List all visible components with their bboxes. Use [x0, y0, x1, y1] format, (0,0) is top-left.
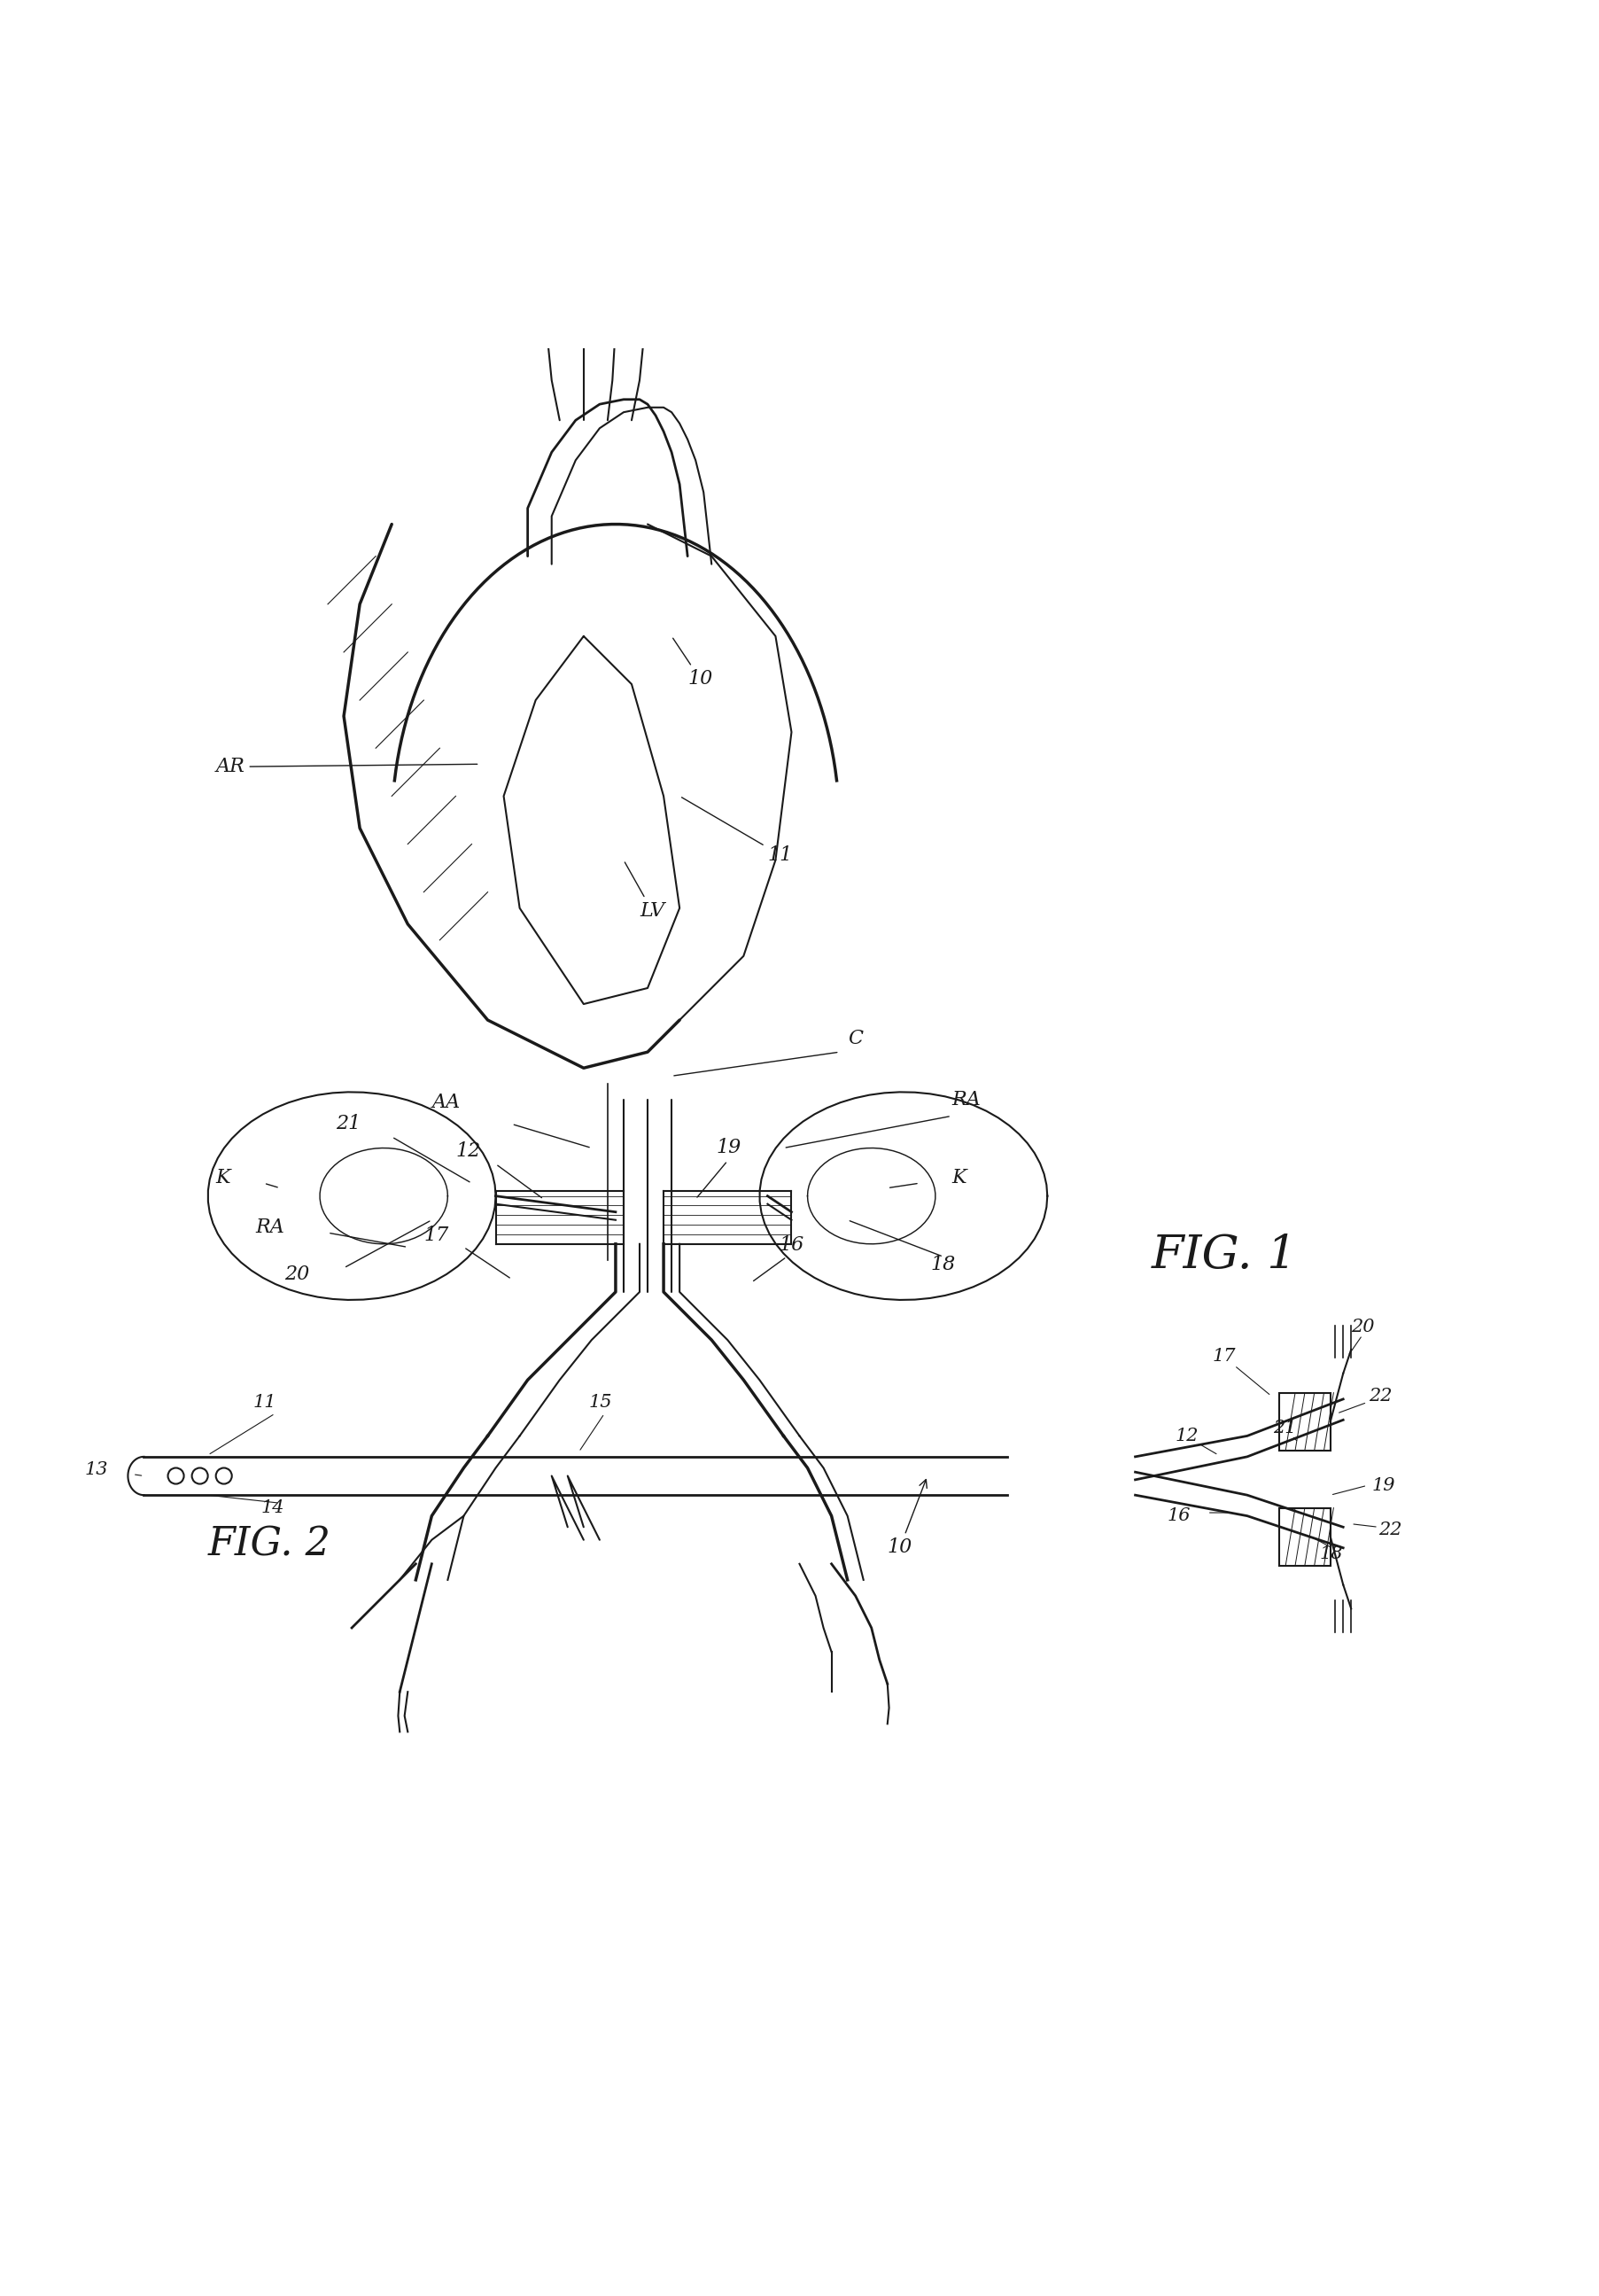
Text: 10: 10 [887, 1479, 927, 1557]
Bar [1279, 1394, 1330, 1451]
Text: 20: 20 [285, 1265, 310, 1283]
Text: 12: 12 [456, 1141, 481, 1159]
Text: 22: 22 [1378, 1522, 1402, 1538]
Text: C: C [847, 1029, 862, 1049]
Text: 13: 13 [85, 1460, 109, 1479]
Text: 11: 11 [681, 797, 793, 866]
Text: 21: 21 [336, 1114, 361, 1134]
Text: 16: 16 [1167, 1508, 1191, 1525]
Text: 10: 10 [673, 638, 713, 689]
Text: 18: 18 [1319, 1545, 1343, 1564]
Text: RA: RA [256, 1217, 285, 1238]
Text: K: K [216, 1169, 230, 1187]
Bar [1279, 1508, 1330, 1566]
Text: FIG. 1: FIG. 1 [1151, 1233, 1297, 1277]
Text: 12: 12 [1175, 1428, 1199, 1444]
Text: 16: 16 [779, 1235, 804, 1256]
Text: 14: 14 [261, 1499, 285, 1515]
Text: 15: 15 [588, 1394, 612, 1410]
Text: 19: 19 [716, 1139, 742, 1157]
Text: LV: LV [625, 863, 665, 921]
Text: AR: AR [216, 758, 477, 776]
Text: FIG. 2: FIG. 2 [208, 1525, 331, 1564]
Text: AA: AA [432, 1093, 461, 1114]
Text: 21: 21 [1273, 1419, 1297, 1437]
Text: 19: 19 [1372, 1476, 1396, 1495]
Text: 11: 11 [253, 1394, 277, 1410]
Text: 22: 22 [1369, 1387, 1393, 1405]
Text: 20: 20 [1351, 1318, 1375, 1336]
Text: 17: 17 [424, 1226, 449, 1244]
Text: RA: RA [951, 1091, 980, 1109]
Text: 17: 17 [1212, 1348, 1236, 1364]
Text: K: K [951, 1169, 966, 1187]
Text: 18: 18 [931, 1254, 956, 1274]
